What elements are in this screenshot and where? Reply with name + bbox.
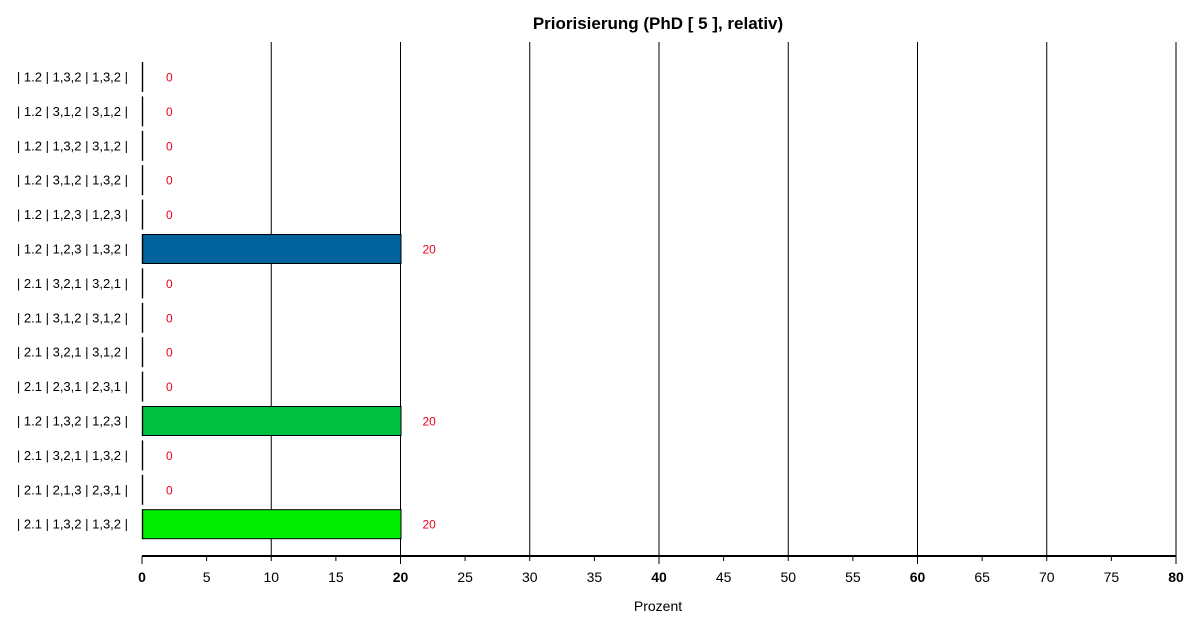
value-label: 20 [423, 415, 437, 429]
category-label: | 2.1 | 3,2,1 | 1,3,2 | [17, 448, 128, 463]
x-tick-label: 80 [1168, 569, 1184, 585]
x-axis-label: Prozent [634, 598, 682, 614]
value-label: 20 [423, 518, 437, 532]
value-label: 0 [166, 311, 173, 325]
value-label: 0 [166, 174, 173, 188]
x-axis: 0 5 10 15 20 25 30 35 40 45 50 55 60 65 70 75 80 [138, 555, 1184, 585]
x-tick-label: 65 [974, 569, 990, 585]
value-label: 0 [166, 346, 173, 360]
value-label: 0 [166, 208, 173, 222]
category-label: | 1.2 | 3,1,2 | 3,1,2 | [17, 104, 128, 119]
value-label: 0 [166, 449, 173, 463]
category-label: | 1.2 | 1,3,2 | 1,3,2 | [17, 70, 128, 85]
category-label: | 2.1 | 3,2,1 | 3,2,1 | [17, 276, 128, 291]
x-tick-label: 20 [393, 569, 409, 585]
bar [142, 509, 402, 540]
x-tick-label: 70 [1039, 569, 1055, 585]
value-label: 0 [166, 105, 173, 119]
category-label: | 1.2 | 1,3,2 | 3,1,2 | [17, 138, 128, 153]
x-tick-label: 40 [651, 569, 667, 585]
value-label: 0 [166, 483, 173, 497]
x-tick-label: 75 [1104, 569, 1120, 585]
x-tick-label: 50 [780, 569, 796, 585]
category-label: | 1.2 | 1,3,2 | 1,2,3 | [17, 414, 128, 429]
category-label: | 2.1 | 1,3,2 | 1,3,2 | [17, 517, 128, 532]
category-label: | 1.2 | 1,2,3 | 1,2,3 | [17, 207, 128, 222]
category-label: | 2.1 | 3,1,2 | 3,1,2 | [17, 310, 128, 325]
category-label: | 1.2 | 3,1,2 | 1,3,2 | [17, 173, 128, 188]
category-label: | 2.1 | 3,2,1 | 3,1,2 | [17, 345, 128, 360]
bar [142, 406, 402, 436]
x-tick-label: 0 [138, 569, 146, 585]
x-tick-label: 25 [457, 569, 473, 585]
category-label: | 2.1 | 2,1,3 | 2,3,1 | [17, 482, 128, 497]
chart-title: Priorisierung (PhD [ 5 ], relativ) [533, 14, 783, 33]
category-label: | 1.2 | 1,2,3 | 1,3,2 | [17, 242, 128, 257]
x-tick-label: 30 [522, 569, 538, 585]
bars: | 1.2 | 1,3,2 | 1,3,2 | 0 | 1.2 | 3,1,2 | … [17, 62, 437, 540]
x-tick-label: 60 [910, 569, 926, 585]
x-tick-label: 15 [328, 569, 344, 585]
value-label: 0 [166, 380, 173, 394]
x-tick-label: 55 [845, 569, 861, 585]
value-label: 0 [166, 71, 173, 85]
x-tick-label: 45 [716, 569, 732, 585]
gridlines [270, 42, 1177, 556]
value-label: 20 [423, 243, 437, 257]
value-label: 0 [166, 139, 173, 153]
bar [142, 234, 402, 264]
category-label: | 2.1 | 2,3,1 | 2,3,1 | [17, 379, 128, 394]
x-tick-label: 10 [263, 569, 279, 585]
x-tick-label: 5 [203, 569, 211, 585]
x-tick-label: 35 [587, 569, 603, 585]
value-label: 0 [166, 277, 173, 291]
